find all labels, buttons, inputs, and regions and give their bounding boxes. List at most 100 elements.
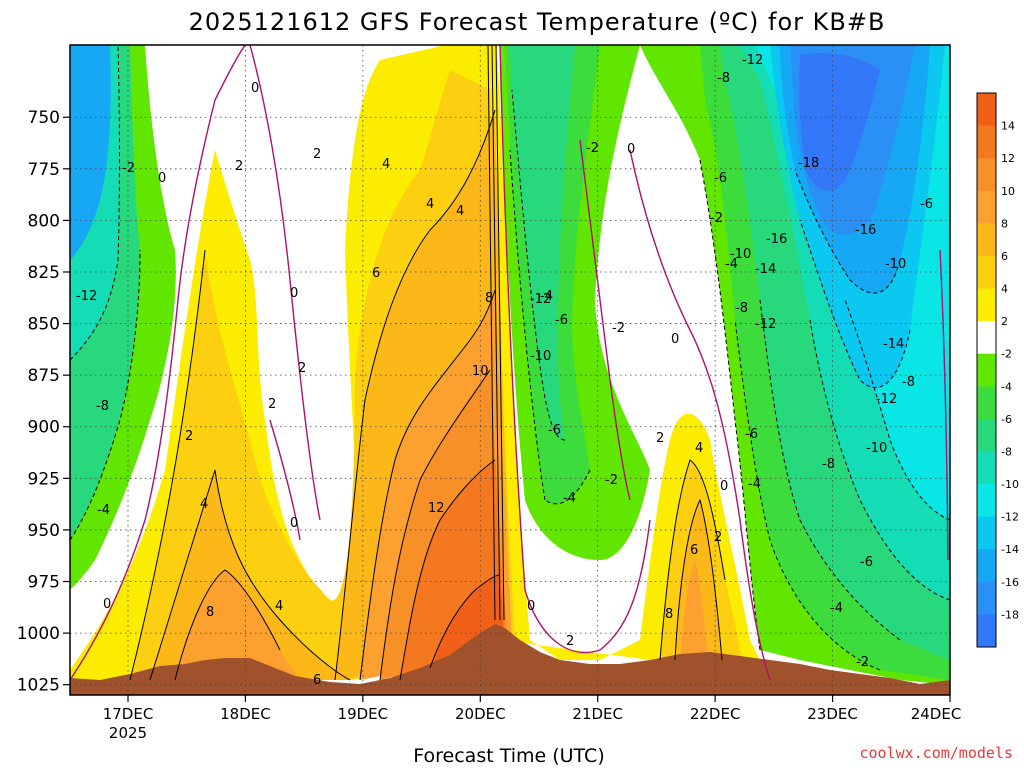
- contour-label: -6: [548, 423, 561, 438]
- y-tick-label: 1025: [17, 676, 60, 696]
- colorbar-swatch: [977, 484, 996, 518]
- contour-label: -6: [745, 427, 758, 442]
- contour-label: 4: [456, 204, 464, 219]
- contour-label: 0: [158, 171, 166, 186]
- contour-label: 0: [627, 142, 635, 157]
- contour-label: -8: [96, 399, 109, 414]
- contour-label: 0: [103, 597, 111, 612]
- x-tick-label: 22DEC: [690, 705, 741, 723]
- colorbar-swatch: [977, 93, 996, 127]
- colorbar-label: -10: [1001, 478, 1019, 491]
- contour-label: -16: [766, 232, 787, 247]
- zero-line: [249, 45, 321, 521]
- colorbar-label: -8: [1001, 445, 1012, 458]
- contour-label: 0: [527, 599, 535, 614]
- contour-cold-line: [509, 149, 546, 501]
- contour-label: -8: [822, 457, 835, 472]
- contour-label: -8: [902, 375, 915, 390]
- contour-label: -14: [755, 262, 776, 277]
- contour-label: 4: [275, 599, 283, 614]
- colorbar-label: 8: [1001, 217, 1008, 230]
- contour-label: 0: [290, 286, 298, 301]
- contour-label: 4: [382, 157, 390, 172]
- zero-line: [939, 249, 949, 561]
- contour-warm-line: [174, 569, 281, 681]
- y-tick-label: 950: [28, 521, 60, 541]
- temperature-fill: [70, 45, 950, 695]
- colorbar-swatch: [977, 418, 996, 452]
- contour-cold-line: [699, 159, 761, 651]
- colorbar-label: 14: [1001, 120, 1015, 133]
- terrain: [70, 624, 950, 695]
- contour-cold-line: [734, 319, 881, 671]
- contour-label: -4: [540, 289, 553, 304]
- zero-line: [70, 45, 246, 681]
- contour-label: -14: [883, 337, 904, 352]
- colorbar-label: -6: [1001, 413, 1012, 426]
- contour-label: 0: [290, 516, 298, 531]
- contour-label: 6: [690, 543, 698, 558]
- colorbar-label: 10: [1001, 185, 1015, 198]
- contour-label: -4: [725, 257, 738, 272]
- colorbar-swatch: [977, 190, 996, 224]
- y-tick-label: 800: [28, 211, 60, 231]
- zero-line: [629, 149, 771, 681]
- colorbar: 14 12 10 8 6 4 2 -2 -4 -6 -8 -10 -12 -14 -16 -18: [976, 92, 1019, 648]
- colorbar-swatch: [977, 451, 996, 485]
- colorbar-label: -16: [1001, 576, 1019, 589]
- contour-front-line: [495, 45, 505, 621]
- contour-zero: [70, 45, 949, 681]
- contour-label: -2: [710, 211, 723, 226]
- contour-lines: [129, 45, 726, 681]
- contour-front-line: [491, 45, 501, 621]
- x-tick-label: 20DEC: [455, 705, 506, 723]
- contour-label: 2: [656, 431, 664, 446]
- contour-label: -10: [730, 247, 751, 262]
- credit-text: coolwx.com/models: [859, 744, 1013, 762]
- contour-warm-line: [334, 109, 496, 681]
- contour-label: -2: [856, 655, 869, 670]
- contour-warm-line: [379, 369, 491, 681]
- contour-label: 2: [714, 530, 722, 545]
- contour-label: -10: [530, 349, 551, 364]
- contour-label: 8: [206, 605, 214, 620]
- colorbar-label: -18: [1001, 608, 1019, 621]
- contour-label: 2: [298, 361, 306, 376]
- contour-warm-line: [129, 249, 206, 681]
- contour-label: -12: [755, 317, 776, 332]
- contour-label: -2: [586, 141, 599, 156]
- contour-label: -6: [555, 313, 568, 328]
- contour-label: -6: [860, 555, 873, 570]
- x-tick-label: 23DEC: [807, 705, 858, 723]
- colorbar-swatch: [977, 516, 996, 550]
- colorbar-label: 2: [1001, 315, 1008, 328]
- x-axis: 17DEC 18DEC 19DEC 20DEC 21DEC 22DEC 23DEC 24DEC: [103, 695, 962, 723]
- contour-cold-line: [794, 169, 901, 294]
- contour-label: -2: [612, 321, 625, 336]
- contour-dashed: [70, 45, 950, 671]
- contour-label: 6: [313, 673, 321, 688]
- colorbar-swatch: [977, 549, 996, 583]
- colorbar-swatch: [977, 353, 996, 387]
- contour-warm-line: [149, 469, 351, 681]
- contour-label: 10: [472, 364, 489, 379]
- contour-warm-line: [659, 459, 726, 661]
- colorbar-label: 12: [1001, 152, 1015, 165]
- contour-label: 4: [426, 197, 434, 212]
- contour-label: 6: [372, 266, 380, 281]
- y-tick-label: 775: [28, 160, 60, 180]
- contour-label: -12: [742, 53, 763, 68]
- x-year-label: 2025: [109, 724, 147, 742]
- contour-label: 12: [428, 501, 445, 516]
- colorbar-swatch: [977, 614, 996, 648]
- contour-label: 8: [485, 291, 493, 306]
- x-tick-label: 18DEC: [220, 705, 271, 723]
- contour-label: 0: [251, 81, 259, 96]
- contour-label: -2: [605, 473, 618, 488]
- y-tick-label: 975: [28, 573, 60, 593]
- contour-warm-line: [399, 459, 496, 681]
- zero-line: [499, 45, 651, 654]
- contour-label-group: 0 0 0 0 0 0 0 0 0 2 2 2 2 2 2 2 2 4 4 4 …: [76, 53, 933, 688]
- x-tick-label: 24DEC: [911, 705, 962, 723]
